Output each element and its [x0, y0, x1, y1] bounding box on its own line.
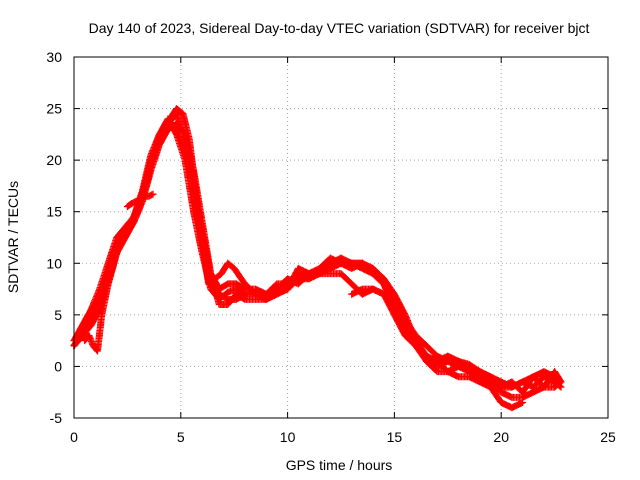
x-tick-label: 15 [387, 429, 403, 445]
grid [74, 57, 608, 418]
series-markers [123, 190, 157, 211]
x-axis-label: GPS time / hours [286, 457, 393, 473]
series-track-7 [348, 285, 398, 308]
y-tick-label: 5 [54, 307, 62, 323]
series-track-5 [81, 105, 527, 412]
series-markers [81, 105, 527, 412]
axis-ticks [73, 56, 609, 419]
y-tick-label: -5 [50, 410, 63, 426]
series-markers [348, 285, 398, 308]
y-tick-label: 20 [46, 152, 62, 168]
y-axis-label: SDTVAR / TECUs [5, 181, 21, 293]
x-tick-label: 10 [280, 429, 296, 445]
y-tick-label: 15 [46, 204, 62, 220]
y-tick-label: 25 [46, 101, 62, 117]
plot-frame [73, 56, 609, 419]
x-tick-label: 5 [177, 429, 185, 445]
y-tick-label: 30 [46, 49, 62, 65]
chart-title: Day 140 of 2023, Sidereal Day-to-day VTE… [89, 20, 590, 36]
y-tick-label: 0 [54, 358, 62, 374]
series-track-6 [123, 190, 157, 211]
x-tick-label: 25 [600, 429, 616, 445]
x-tick-label: 0 [70, 429, 78, 445]
x-tick-label: 20 [493, 429, 509, 445]
axis-tick-labels: 0 5 10 15 20 25 -5 0 5 10 15 20 25 30 [46, 49, 616, 445]
y-tick-label: 10 [46, 255, 62, 271]
